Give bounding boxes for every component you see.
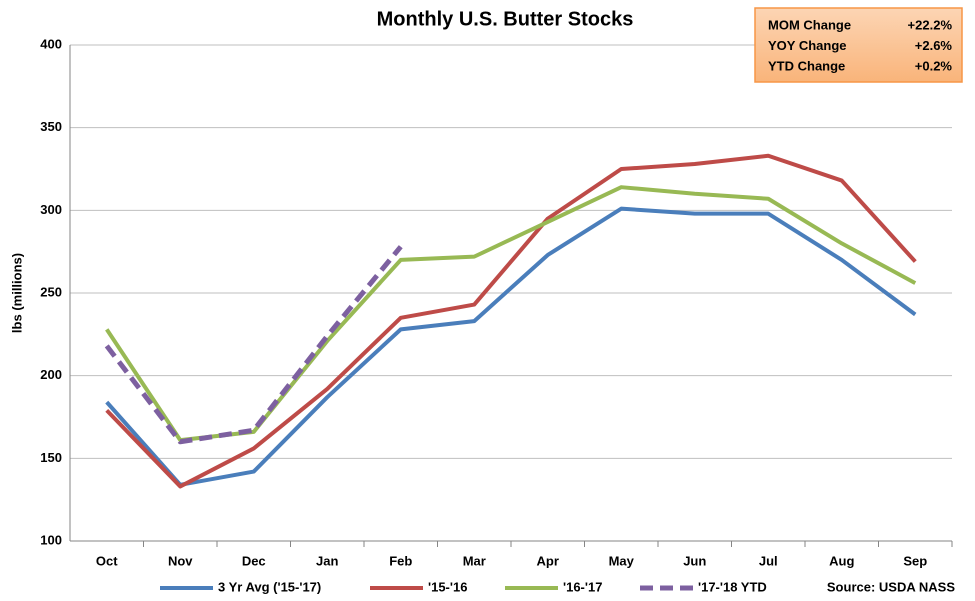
stats-box: [754, 7, 963, 83]
x-tick-label: Aug: [829, 553, 854, 568]
x-tick-label: Jan: [316, 553, 338, 568]
legend-label: 3 Yr Avg ('15-'17): [218, 579, 321, 594]
y-tick-label: 250: [40, 284, 62, 299]
x-tick-label: Dec: [242, 553, 266, 568]
x-tick-label: Mar: [463, 553, 486, 568]
y-tick-label: 100: [40, 532, 62, 547]
y-tick-label: 150: [40, 450, 62, 465]
legend-label: '15-'16: [428, 579, 467, 594]
x-tick-label: Jul: [759, 553, 778, 568]
x-tick-label: Sep: [903, 553, 927, 568]
stats-value: +2.6%: [915, 38, 953, 53]
x-tick-label: Jun: [683, 553, 706, 568]
y-tick-label: 350: [40, 119, 62, 134]
stats-label: YTD Change: [768, 58, 845, 73]
x-tick-label: May: [609, 553, 635, 568]
y-tick-label: 400: [40, 36, 62, 51]
y-tick-label: 200: [40, 367, 62, 382]
stats-label: YOY Change: [768, 38, 847, 53]
y-axis-label: lbs (millions): [9, 253, 24, 333]
series-line: [105, 206, 917, 487]
stats-value: +0.2%: [915, 58, 953, 73]
legend-label: '16-'17: [563, 579, 602, 594]
stats-label: MOM Change: [768, 17, 851, 32]
source-note: Source: USDA NASS: [827, 579, 955, 594]
x-tick-label: Nov: [168, 553, 193, 568]
series-line: [105, 185, 917, 443]
x-tick-label: Feb: [389, 553, 412, 568]
y-tick-label: 300: [40, 202, 62, 217]
series-line: [104, 245, 403, 445]
x-tick-label: Oct: [96, 553, 118, 568]
chart-title: Monthly U.S. Butter Stocks: [377, 8, 634, 30]
x-tick-label: Apr: [537, 553, 559, 568]
stats-value: +22.2%: [908, 17, 953, 32]
legend-label: '17-'18 YTD: [698, 579, 767, 594]
series-line: [105, 153, 917, 489]
